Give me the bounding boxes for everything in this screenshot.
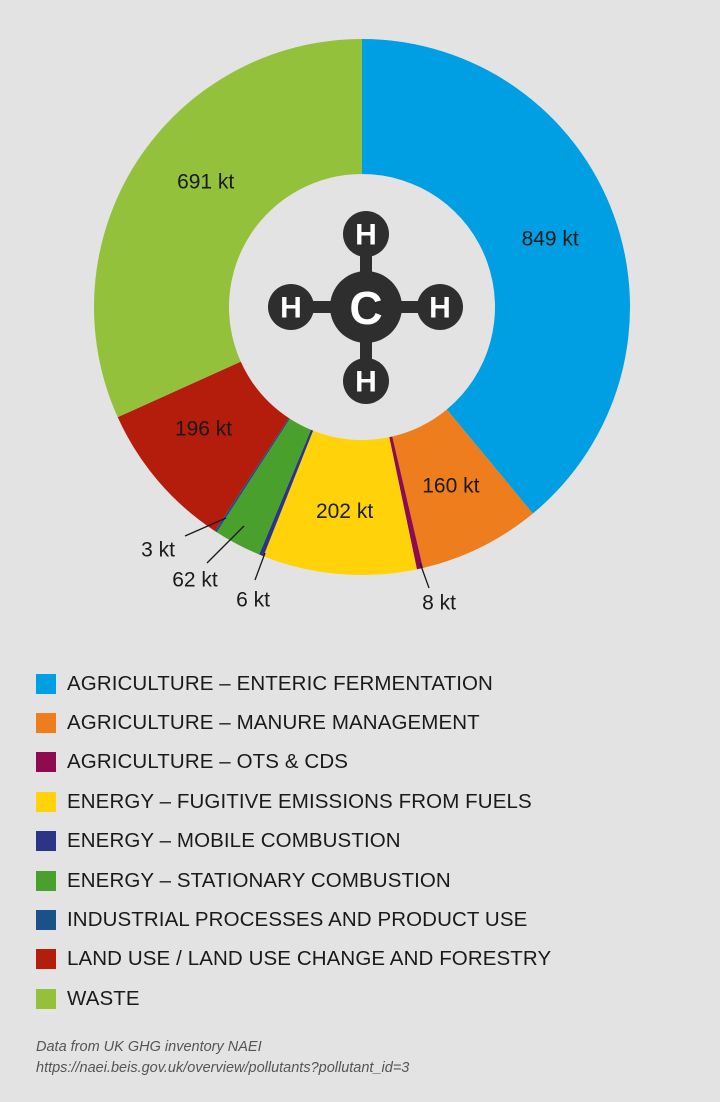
legend-swatch xyxy=(36,988,56,1009)
source-note: Data from UK GHG inventory NAEI https://… xyxy=(36,1037,409,1079)
data-label-energy-fugitive-emissions-from-fuels: 202 kt xyxy=(316,500,373,523)
legend-swatch xyxy=(36,713,56,734)
slice-waste xyxy=(94,39,362,418)
leader-line-energy-stationary-combustion xyxy=(206,525,245,564)
donut-chart: 849 kt 160 kt 8 kt 202 kt 6 kt 62 kt 3 kt 196 k… xyxy=(94,39,630,615)
legend-item-energy-fugitive-emissions-from-fuels: ENERGY – FUGITIVE EMISSIONS FROM FUELS xyxy=(36,782,551,821)
legend-swatch xyxy=(36,910,56,931)
legend-label: AGRICULTURE – ENTERIC FERMENTATION xyxy=(67,671,493,695)
legend-label: AGRICULTURE – MANURE MANAGEMENT xyxy=(67,711,480,735)
legend-swatch xyxy=(36,831,56,852)
leader-line-industrial-processes-and-product-use xyxy=(184,517,227,537)
carbon-atom-circle xyxy=(330,271,402,343)
hydrogen-atom-bottom-label: H xyxy=(355,366,377,399)
data-label-energy-mobile-combustion: 6 kt xyxy=(236,589,270,612)
legend-label: ENERGY – STATIONARY COMBUSTION xyxy=(67,868,451,892)
hydrogen-atom-top-circle xyxy=(343,211,389,257)
legend-swatch xyxy=(36,752,56,773)
hydrogen-atom-left-circle xyxy=(268,284,314,330)
legend-item-land-use-land-use-change-and-forestry: LAND USE / LAND USE CHANGE AND FORESTRY xyxy=(36,940,551,979)
legend-label: ENERGY – MOBILE COMBUSTION xyxy=(67,829,401,853)
hydrogen-atom-left-label: H xyxy=(280,292,302,325)
legend-label: WASTE xyxy=(67,986,140,1010)
legend-swatch xyxy=(36,791,56,812)
legend-swatch xyxy=(36,949,56,970)
source-line-1: Data from UK GHG inventory NAEI xyxy=(36,1039,262,1055)
carbon-atom-label: C xyxy=(349,282,382,334)
legend-item-energy-stationary-combustion: ENERGY – STATIONARY COMBUSTION xyxy=(36,861,551,900)
leader-lines xyxy=(184,517,430,589)
hydrogen-atom-bottom-circle xyxy=(343,358,389,404)
legend-swatch xyxy=(36,673,56,694)
leader-line-energy-mobile-combustion xyxy=(254,552,266,581)
legend-item-agriculture-manure-management: AGRICULTURE – MANURE MANAGEMENT xyxy=(36,703,551,742)
donut-slices xyxy=(94,39,630,575)
legend-item-energy-mobile-combustion: ENERGY – MOBILE COMBUSTION xyxy=(36,822,551,861)
data-label-land-use-land-use-change-and-forestry: 196 kt xyxy=(175,418,232,441)
legend-item-agriculture-enteric-fermentation: AGRICULTURE – ENTERIC FERMENTATION xyxy=(36,664,551,703)
slice-agriculture-ots-cds xyxy=(389,436,423,570)
legend-label: AGRICULTURE – OTS & CDS xyxy=(67,750,348,774)
data-label-waste: 691 kt xyxy=(177,171,234,194)
leader-line-agriculture-ots-cds xyxy=(419,562,430,589)
data-label-industrial-processes-and-product-use: 3 kt xyxy=(141,539,175,562)
data-label-agriculture-manure-management: 160 kt xyxy=(422,475,479,498)
slice-agriculture-enteric-fermentation xyxy=(362,39,630,514)
legend-item-industrial-processes-and-product-use: INDUSTRIAL PROCESSES AND PRODUCT USE xyxy=(36,900,551,939)
slice-energy-stationary-combustion xyxy=(216,418,311,555)
data-labels: 849 kt 160 kt 8 kt 202 kt 6 kt 62 kt 3 kt 196 k… xyxy=(141,171,579,615)
slice-industrial-processes-and-product-use xyxy=(214,418,290,533)
legend-label: INDUSTRIAL PROCESSES AND PRODUCT USE xyxy=(67,908,528,932)
legend-label: ENERGY – FUGITIVE EMISSIONS FROM FUELS xyxy=(67,789,532,813)
data-label-agriculture-enteric-fermentation: 849 kt xyxy=(522,228,579,251)
legend-item-agriculture-ots-cds: AGRICULTURE – OTS & CDS xyxy=(36,743,551,782)
legend-label: LAND USE / LAND USE CHANGE AND FORESTRY xyxy=(67,947,552,971)
data-label-agriculture-ots-cds: 8 kt xyxy=(422,592,456,615)
hydrogen-atom-top-label: H xyxy=(355,219,377,252)
slice-agriculture-manure-management xyxy=(392,409,533,568)
slice-energy-fugitive-emissions-from-fuels xyxy=(263,430,417,575)
legend: AGRICULTURE – ENTERIC FERMENTATION AGRICU… xyxy=(36,664,551,1019)
legend-swatch xyxy=(36,870,56,891)
slice-land-use-land-use-change-and-forestry xyxy=(117,361,289,531)
hydrogen-atom-right-circle xyxy=(417,284,463,330)
legend-item-waste: WASTE xyxy=(36,979,551,1018)
slice-energy-mobile-combustion xyxy=(259,429,314,557)
data-label-energy-stationary-combustion: 62 kt xyxy=(172,569,218,592)
source-line-2: https://naei.beis.gov.uk/overview/pollut… xyxy=(36,1060,410,1076)
hydrogen-atom-right-label: H xyxy=(429,292,451,325)
